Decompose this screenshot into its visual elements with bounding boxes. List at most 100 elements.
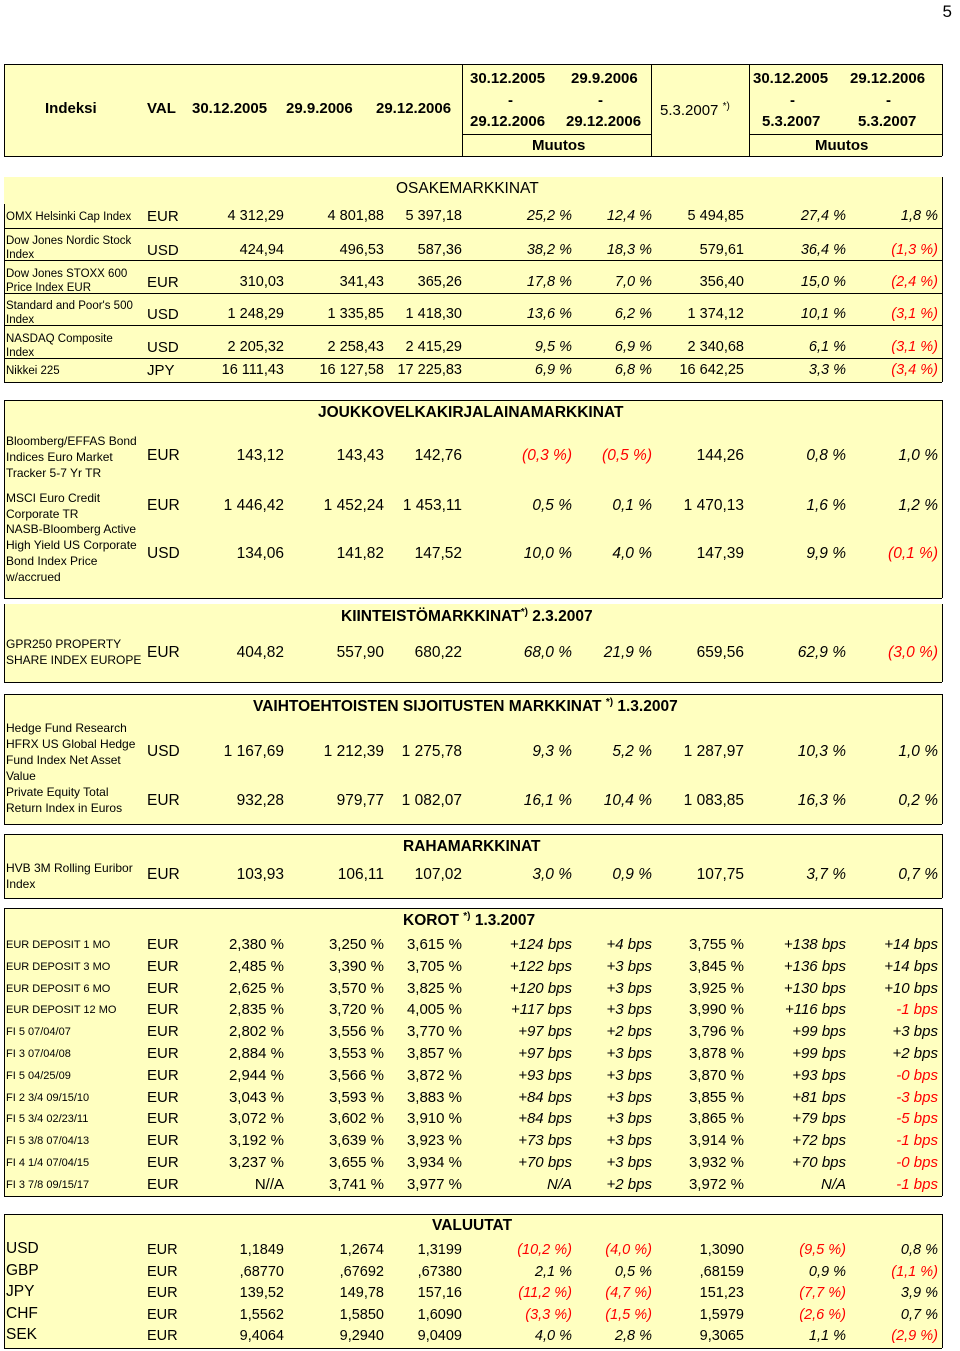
header-range1-top: 30.12.2005 — [470, 70, 546, 87]
value-dec2006: 3,825 % — [406, 979, 462, 997]
value-mar2007: 3,972 % — [688, 1175, 744, 1193]
value-2005: 9,4064 — [239, 1328, 284, 1345]
value-dec2006: 3,934 % — [406, 1154, 462, 1171]
section-title-korot: KOROT *) 1.3.2007 — [403, 911, 536, 929]
section-title-valuutat: VALUUTAT — [432, 1217, 513, 1234]
value-mar2007: 3,870 % — [688, 1066, 744, 1084]
row-name: FI 2 3/4 09/15/10 — [6, 1091, 90, 1104]
currency: EUR — [147, 1132, 179, 1150]
row-name-line: High Yield US Corporate — [6, 538, 137, 552]
change-quarter: +2 bps — [606, 1023, 652, 1041]
value-mar2007: 1,5979 — [699, 1306, 744, 1323]
value-dec2006: 17 225,83 — [397, 362, 462, 378]
row-name-line: Standard and Poor's 500 — [6, 300, 133, 312]
change-since-dec: +3 bps — [892, 1023, 938, 1041]
row-name: FI 5 07/04/07 — [6, 1026, 71, 1039]
value-dec2006: 3,923 % — [406, 1132, 462, 1150]
value-mar2007: 144,26 — [696, 447, 744, 464]
header-mid-date: 5.3.2007 *) — [660, 101, 730, 119]
currency: EUR — [147, 1263, 178, 1280]
currency: EUR — [147, 1066, 179, 1084]
change-ytd: +81 bps — [792, 1088, 846, 1106]
change-quarter: +3 bps — [606, 1045, 652, 1062]
value-sep2006: 141,82 — [336, 545, 384, 562]
value-sep2006: 3,720 % — [328, 1001, 384, 1019]
row-name: SEK — [6, 1326, 38, 1344]
header-muutos2: Muutos — [815, 137, 869, 154]
change-quarter: 7,0 % — [614, 274, 652, 290]
change-since-dec: -0 bps — [896, 1066, 938, 1084]
value-2005: 3,043 % — [228, 1088, 284, 1106]
change-ytd: +93 bps — [792, 1066, 846, 1084]
header-range2-dash: - — [598, 92, 603, 109]
currency: EUR — [147, 866, 180, 883]
row-name-line: HVB 3M Rolling Euribor — [6, 861, 133, 875]
value-dec2006: 680,22 — [414, 644, 462, 661]
row-name: FI 4 1/4 07/04/15 — [6, 1157, 90, 1169]
section-title-osake: OSAKEMARKKINAT — [396, 180, 539, 197]
change-year: 25,2 % — [526, 208, 572, 224]
value-sep2006: 3,593 % — [328, 1088, 384, 1106]
change-since-dec: 1,0 % — [898, 447, 938, 464]
change-year: +122 bps — [509, 957, 572, 975]
change-since-dec: -0 bps — [896, 1154, 938, 1171]
row-name-line: Dow Jones Nordic Stock — [6, 235, 132, 247]
value-dec2006: 3,615 % — [406, 936, 462, 953]
row-name-line: Value — [6, 769, 36, 783]
value-2005: 2,884 % — [228, 1045, 284, 1062]
value-mar2007: 3,990 % — [688, 1001, 744, 1019]
value-2005: N//A — [254, 1175, 284, 1193]
row-name-line: Bond Index Price — [6, 554, 98, 568]
value-dec2006: 3,910 % — [406, 1110, 462, 1128]
change-year: (0,3 %) — [522, 447, 572, 464]
value-sep2006: 143,43 — [336, 447, 384, 464]
value-dec2006: 3,770 % — [406, 1023, 462, 1041]
header-range1-bottom: 29.12.2006 — [470, 113, 546, 130]
section-title-kiint: KIINTEISTÖMARKKINAT*) 2.3.2007 — [341, 607, 593, 625]
value-sep2006: 3,556 % — [328, 1023, 384, 1041]
row-name-line: Index — [6, 249, 35, 261]
change-ytd: +116 bps — [784, 1001, 846, 1019]
value-2005: ,68770 — [239, 1263, 284, 1280]
row-name: USD — [6, 1240, 39, 1257]
change-quarter: 12,4 % — [606, 208, 652, 224]
change-since-dec: 0,2 % — [898, 792, 938, 809]
change-ytd: +99 bps — [792, 1045, 846, 1062]
value-sep2006: 557,90 — [336, 644, 384, 661]
header-range4-bottom: 5.3.2007 — [858, 113, 917, 130]
value-mar2007: 3,925 % — [688, 979, 744, 997]
currency: EUR — [147, 1328, 178, 1345]
value-2005: 1,5562 — [239, 1306, 284, 1323]
change-quarter: +2 bps — [606, 1175, 652, 1193]
change-quarter: +3 bps — [606, 1066, 652, 1084]
value-2005: 404,82 — [236, 644, 284, 661]
row-name-line: Dow Jones STOXX 600 — [6, 268, 128, 280]
change-since-dec: -1 bps — [896, 1175, 938, 1193]
row-name-line: Return Index in Euros — [6, 801, 123, 815]
change-ytd: 27,4 % — [800, 208, 846, 224]
change-since-dec: -1 bps — [896, 1001, 938, 1019]
value-mar2007: 3,865 % — [688, 1110, 744, 1128]
change-since-dec: -5 bps — [896, 1110, 938, 1128]
row-name-line: Hedge Fund Research — [6, 721, 127, 735]
header-range3-top: 30.12.2005 — [753, 70, 829, 87]
value-dec2006: 3,872 % — [406, 1066, 462, 1084]
value-sep2006: 3,250 % — [328, 936, 384, 953]
row-name: FI 5 04/25/09 — [6, 1069, 71, 1082]
header-date1: 30.12.2005 — [192, 100, 268, 117]
value-sep2006: 341,43 — [339, 274, 384, 290]
change-ytd: 15,0 % — [800, 274, 846, 290]
value-sep2006: 1,2674 — [339, 1242, 384, 1258]
change-since-dec: 0,8 % — [900, 1242, 938, 1258]
row-name: JPY — [6, 1283, 35, 1301]
change-quarter: (4,0 %) — [605, 1242, 652, 1258]
value-sep2006: 3,553 % — [328, 1045, 384, 1062]
change-year: +117 bps — [510, 1001, 572, 1019]
change-quarter: (4,7 %) — [605, 1285, 652, 1302]
value-2005: 310,03 — [239, 274, 284, 290]
change-year: 16,1 % — [523, 792, 572, 809]
row-name-line: Nikkei 225 — [6, 365, 60, 377]
value-2005: 2,625 % — [228, 979, 284, 997]
value-2005: 2,944 % — [228, 1066, 284, 1084]
change-year: 6,9 % — [534, 362, 572, 378]
